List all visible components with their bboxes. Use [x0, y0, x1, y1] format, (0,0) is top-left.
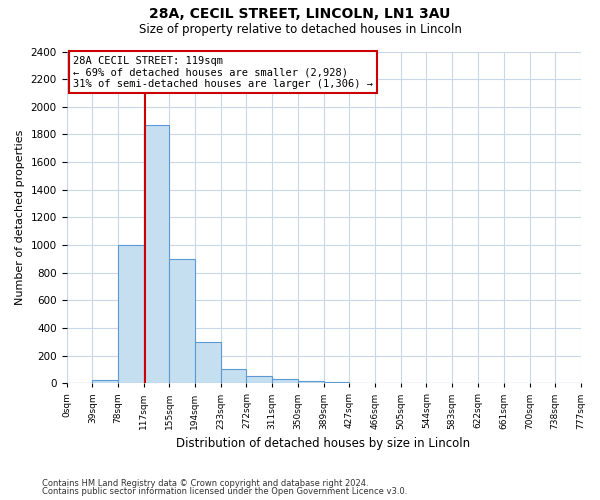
Bar: [272, 379, 298, 384]
Text: Size of property relative to detached houses in Lincoln: Size of property relative to detached ho…: [139, 22, 461, 36]
Y-axis label: Number of detached properties: Number of detached properties: [15, 130, 25, 305]
Bar: [324, 382, 349, 384]
Bar: [92, 380, 118, 384]
Bar: [144, 125, 169, 384]
Text: 28A, CECIL STREET, LINCOLN, LN1 3AU: 28A, CECIL STREET, LINCOLN, LN1 3AU: [149, 8, 451, 22]
Bar: [298, 381, 324, 384]
Bar: [349, 382, 375, 384]
Text: Contains public sector information licensed under the Open Government Licence v3: Contains public sector information licen…: [42, 487, 407, 496]
Bar: [247, 376, 272, 384]
X-axis label: Distribution of detached houses by size in Lincoln: Distribution of detached houses by size …: [176, 437, 470, 450]
Bar: [169, 259, 195, 384]
Text: Contains HM Land Registry data © Crown copyright and database right 2024.: Contains HM Land Registry data © Crown c…: [42, 478, 368, 488]
Bar: [118, 245, 144, 384]
Bar: [221, 368, 247, 384]
Bar: [195, 342, 221, 384]
Text: 28A CECIL STREET: 119sqm
← 69% of detached houses are smaller (2,928)
31% of sem: 28A CECIL STREET: 119sqm ← 69% of detach…: [73, 56, 373, 89]
